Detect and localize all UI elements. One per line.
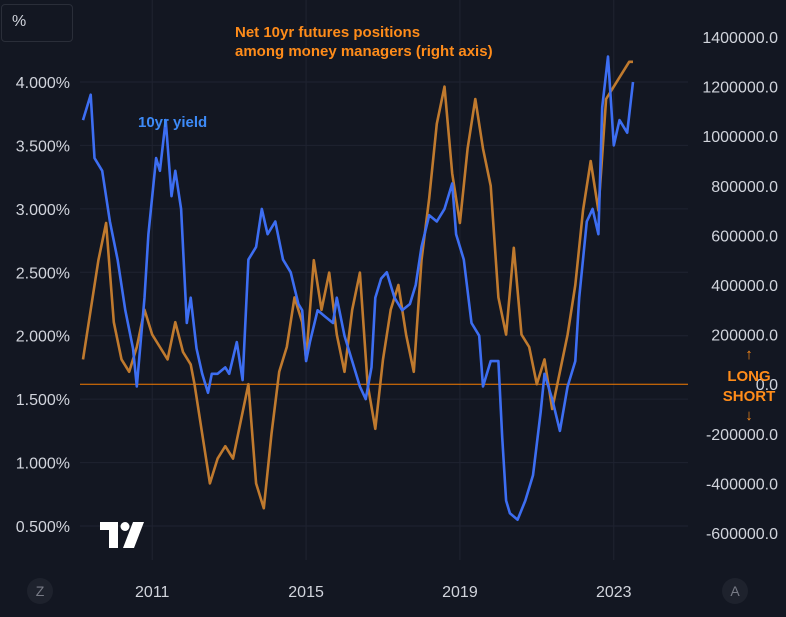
long-arrow-icon: ↑ [745, 346, 753, 363]
tradingview-logo-icon [100, 522, 144, 548]
left-axis-tick-label: 1.500% [16, 392, 70, 409]
x-axis-tick-label: 2011 [135, 584, 170, 601]
right-axis-tick-label: -400000.0 [706, 476, 778, 493]
right-axis: 1400000.0 1200000.0 1000000.0 800000.0 60000… [702, 30, 778, 543]
left-axis-tick-label: 0.500% [16, 519, 70, 536]
auto-scale-z-button[interactable]: Z [27, 578, 53, 604]
x-axis-tick-label: 2015 [288, 584, 324, 601]
right-axis-tick-label: -600000.0 [706, 526, 778, 543]
unit-selector-button[interactable]: % [1, 4, 73, 42]
series-line-net-10yr-futures-positions [81, 60, 633, 510]
left-axis-tick-label: 2.000% [16, 329, 70, 346]
left-axis-tick-label: 3.500% [16, 138, 70, 155]
legend-yield-label: 10yr yield [138, 114, 207, 131]
x-axis: 2011 2015 2019 2023 [135, 584, 632, 601]
right-axis-tick-label: 200000.0 [711, 328, 778, 345]
right-axis-tick-label: 1200000.0 [702, 80, 778, 97]
left-axis-tick-label: 1.000% [16, 456, 70, 473]
long-annotation: LONG [727, 368, 770, 385]
legend-positions-line2: among money managers (right axis) [235, 43, 493, 60]
left-axis-tick-label: 3.000% [16, 202, 70, 219]
x-axis-tick-label: 2019 [442, 584, 478, 601]
left-axis-tick-label: 2.500% [16, 265, 70, 282]
right-axis-tick-label: 0.0 [756, 377, 778, 394]
right-axis-tick-label: 1400000.0 [702, 30, 778, 47]
left-axis-tick-label: 4.000% [16, 75, 70, 92]
legend-positions-line1: Net 10yr futures positions [235, 24, 420, 41]
x-axis-tick-label: 2023 [596, 584, 632, 601]
short-annotation: SHORT [723, 388, 776, 405]
auto-scale-a-button[interactable]: A [722, 578, 748, 604]
grid [80, 0, 688, 560]
series-line-10yr-yield [81, 55, 635, 521]
short-arrow-icon: ↓ [745, 407, 753, 424]
right-axis-tick-label: 800000.0 [711, 179, 778, 196]
right-axis-tick-label: 600000.0 [711, 228, 778, 245]
right-axis-tick-label: 400000.0 [711, 278, 778, 295]
right-axis-tick-label: 1000000.0 [702, 129, 778, 146]
right-axis-tick-label: -200000.0 [706, 427, 778, 444]
left-axis: 4.000% 3.500% 3.000% 2.500% 2.000% 1.500% 1.00… [16, 75, 70, 536]
